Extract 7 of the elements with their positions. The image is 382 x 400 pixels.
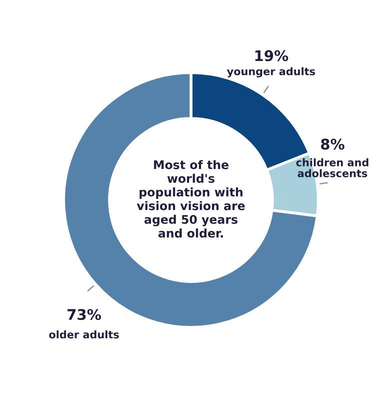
slice-label: older adults xyxy=(49,330,119,338)
text: Most of the world's population with vision vision are aged 50 years and older. xyxy=(136,160,245,238)
slice-label: children and adolescents xyxy=(296,158,368,178)
data-label: 8% xyxy=(321,138,344,150)
slice-label: younger adults xyxy=(226,67,316,78)
data-label: 73% xyxy=(68,308,102,320)
data-label: 19% xyxy=(255,50,288,62)
